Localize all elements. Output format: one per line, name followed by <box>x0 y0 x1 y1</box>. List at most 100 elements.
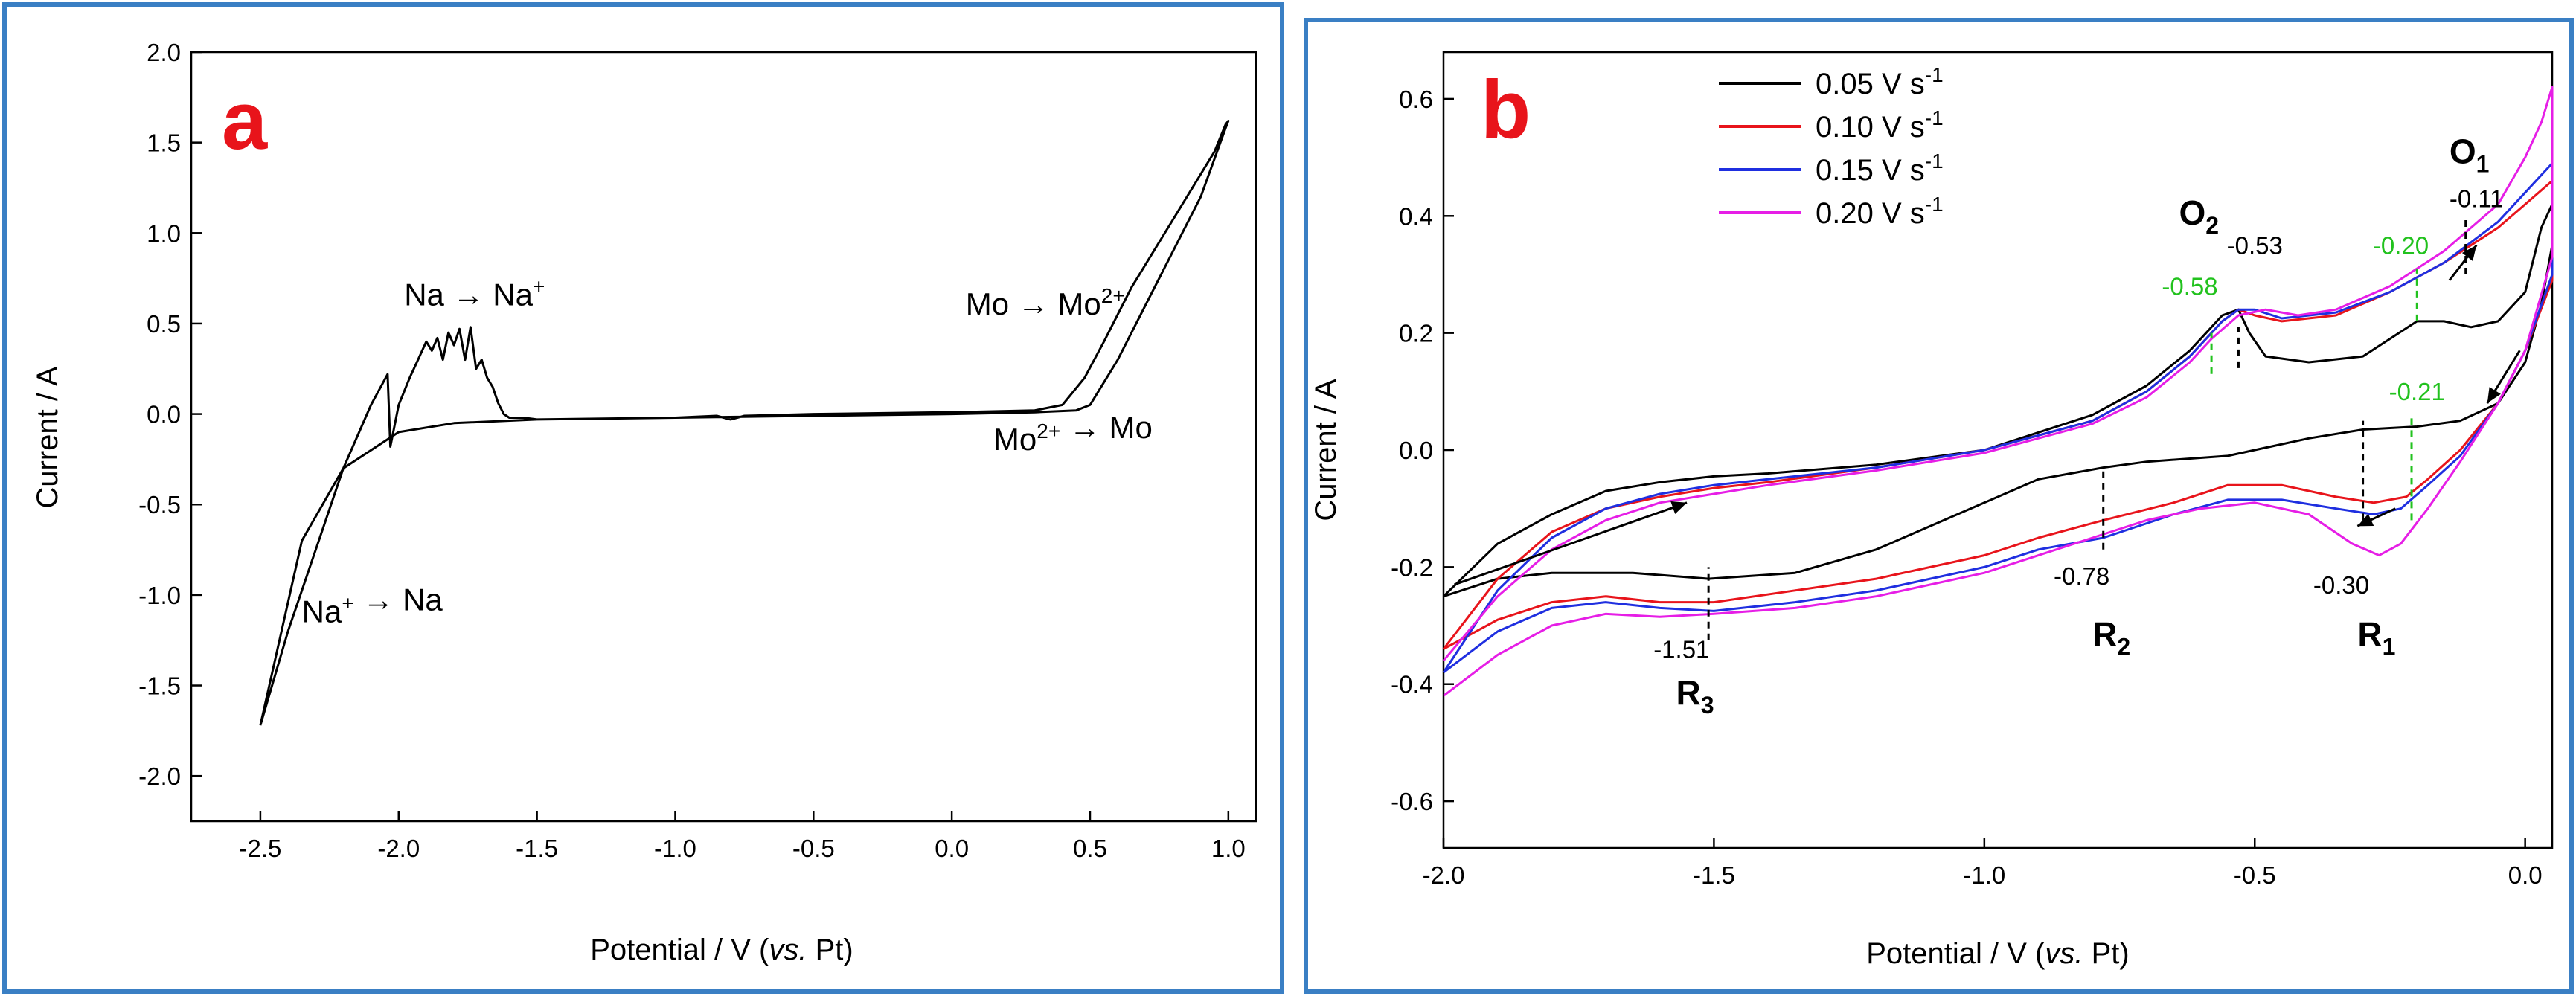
panel-b-y-tick-label: -0.4 <box>1391 671 1433 698</box>
panel-a-x-axis-title: Potential / V (vs. Pt) <box>590 934 853 966</box>
panel-b-curves <box>1442 86 2554 697</box>
legend-unit-exponent: -1 <box>1925 193 1944 216</box>
panel-a-x-axis-title-italic: vs. <box>769 934 807 966</box>
legend-label-0.15: 0.15 V s-1 <box>1816 150 1944 187</box>
panel-a-y-tick-label: -2.0 <box>138 762 181 790</box>
panel-a: -2.5 -2.0 -1.5 -1.0 -0.5 0.0 0.5 1.0 -2.0 -1.5 -1… <box>31 39 1257 966</box>
reaction-product-charge: 2+ <box>1101 284 1125 307</box>
reaction-arrow-icon: → <box>354 582 403 617</box>
panel-a-x-tick-label: 0.5 <box>1073 835 1107 862</box>
panel-a-y-tick-label: -0.5 <box>138 491 181 518</box>
peak-subscript: 1 <box>2476 150 2490 177</box>
panel-b-y-tick-label: 0.2 <box>1399 320 1433 347</box>
panel-b-peak-name: R3 <box>1676 673 1714 719</box>
arrowhead-icon <box>1670 501 1688 514</box>
panel-b-y-tick-label: -0.6 <box>1391 788 1433 815</box>
panel-b-peak-name: R2 <box>2092 615 2130 661</box>
panel-b-x-ticks: -2.0 -1.5 -1.0 -0.5 0.0 <box>1423 838 2543 889</box>
legend-unit-exponent: -1 <box>1925 150 1944 173</box>
legend-label-0.20: 0.20 V s-1 <box>1816 193 1944 230</box>
panel-a-y-tick-label: -1.5 <box>138 672 181 700</box>
panel-b-cv-curve-0.20 <box>1442 86 2554 697</box>
panel-b-x-tick-label: -0.5 <box>2234 861 2276 889</box>
panel-a-curves <box>259 120 1230 726</box>
panel-b-peak-potential-label: -0.11 <box>2450 184 2504 212</box>
panel-b-peak-potential-label: -1.51 <box>1653 635 1709 663</box>
panel-b-peak-name: O2 <box>2179 193 2219 239</box>
panel-a-plot-area <box>190 51 1257 823</box>
panel-a-frame <box>2 2 1284 994</box>
reaction-product: Mo <box>1057 286 1100 321</box>
panel-b-peak-name: R1 <box>2357 615 2395 661</box>
panel-a-x-axis-title-suffix: Pt) <box>807 934 853 966</box>
peak-letter: R <box>2092 615 2117 654</box>
panel-b-x-tick-label: -2.0 <box>1423 861 1465 889</box>
panel-b-peak-potential-label: -0.53 <box>2227 231 2283 259</box>
peak-letter: O <box>2179 193 2205 232</box>
reaction-species: Na <box>404 277 444 312</box>
reaction-product-charge: + <box>533 275 545 298</box>
panel-a-reaction-label: Mo2+ → Mo <box>993 410 1153 457</box>
panel-b-x-tick-label: 0.0 <box>2508 861 2543 889</box>
panel-b-peak-potential-label: -0.30 <box>2313 571 2369 599</box>
panel-a-x-axis-title-prefix: Potential / V ( <box>590 934 769 966</box>
panel-a-y-tick-label: 0.5 <box>147 310 181 338</box>
reaction-arrow-icon: → <box>1009 286 1057 321</box>
peak-letter: R <box>2357 615 2382 654</box>
reaction-product: Na <box>493 277 533 312</box>
panel-a-y-tick-label: 1.0 <box>147 219 181 247</box>
panel-a-cv-curve <box>259 120 1230 726</box>
peak-subscript: 2 <box>2117 634 2130 661</box>
panel-b-y-tick-label: -0.2 <box>1391 553 1433 581</box>
reaction-product: Na <box>403 582 443 617</box>
panel-a-x-tick-label: -0.5 <box>792 835 835 862</box>
legend-rate: 0.05 V s <box>1816 68 1925 100</box>
reaction-species: Mo <box>966 286 1009 321</box>
reaction-product: Mo <box>1109 410 1153 445</box>
panel-b-peak-potential-label: -0.21 <box>2389 378 2445 405</box>
panel-b-legend: 0.05 V s-10.10 V s-10.15 V s-10.20 V s-1 <box>1719 63 1944 230</box>
panel-b-y-tick-label: 0.6 <box>1399 86 1433 113</box>
panel-a-reaction-label: Na → Na+ <box>404 275 545 312</box>
panel-b-y-axis-title: Current / A <box>1310 379 1342 521</box>
arrowhead-icon <box>2357 513 2374 527</box>
peak-letter: O <box>2450 132 2476 170</box>
panel-b-x-axis-title-suffix: Pt) <box>2083 937 2130 970</box>
panel-a-y-tick-label: -1.0 <box>138 582 181 609</box>
arrowhead-icon <box>2487 387 2501 404</box>
reaction-arrow-icon: → <box>444 277 493 312</box>
panel-b-x-tick-label: -1.5 <box>1693 861 1735 889</box>
panel-b-scan-arrows <box>1454 244 2521 586</box>
panel-b-cv-curve-0.05 <box>1442 203 2554 598</box>
panel-b-frame <box>1304 18 2574 994</box>
panel-b-peak-markers: -0.53 -0.58 -0.11 -0.20 -0.30 -0.21 -0.78 -1.51 <box>1653 184 2503 663</box>
panel-a-y-ticks: -2.0 -1.5 -1.0 -0.5 0.0 0.5 1.0 1.5 2.0 <box>138 39 202 790</box>
panel-a-x-tick-label: -1.0 <box>654 835 696 862</box>
legend-unit-exponent: -1 <box>1925 63 1944 86</box>
peak-subscript: 2 <box>2205 212 2219 239</box>
legend-unit-exponent: -1 <box>1925 106 1944 129</box>
reaction-charge: + <box>342 591 353 614</box>
panel-a-x-tick-label: -1.5 <box>516 835 558 862</box>
reaction-charge: 2+ <box>1037 420 1060 443</box>
panel-a-x-tick-label: -2.5 <box>239 835 281 862</box>
panel-b-peak-name: O1 <box>2450 132 2490 177</box>
panel-a-x-ticks: -2.5 -2.0 -1.5 -1.0 -0.5 0.0 0.5 1.0 <box>239 811 1246 862</box>
legend-label-0.10: 0.10 V s-1 <box>1816 106 1944 144</box>
scan-direction-arrow <box>1454 501 1688 586</box>
panel-b-letter: b <box>1481 64 1531 155</box>
panel-b-x-axis-title: Potential / V (vs. Pt) <box>1866 937 2129 970</box>
panel-a-y-tick-label: 1.5 <box>147 129 181 157</box>
legend-rate: 0.10 V s <box>1816 111 1925 144</box>
legend-rate: 0.15 V s <box>1816 154 1925 187</box>
reaction-species: Mo <box>993 422 1037 457</box>
panel-b-x-axis-title-prefix: Potential / V ( <box>1866 937 2045 970</box>
panel-a-x-tick-label: 0.0 <box>935 835 969 862</box>
panel-a-x-tick-label: 1.0 <box>1211 835 1246 862</box>
panel-b-y-ticks: -0.6 -0.4 -0.2 0.0 0.2 0.4 0.6 <box>1391 86 1454 815</box>
panel-a-letter: a <box>222 75 268 167</box>
panel-b-peak-potential-label: -0.58 <box>2162 273 2217 301</box>
